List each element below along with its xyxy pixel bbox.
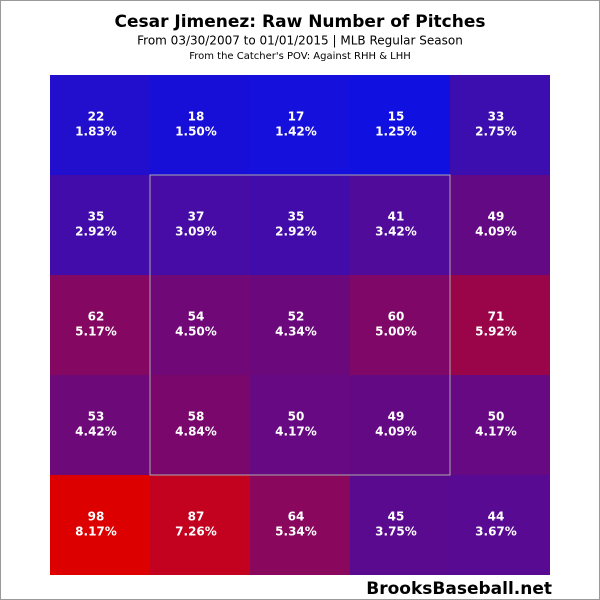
cell-count: 18 [188, 110, 205, 124]
cell [150, 475, 250, 575]
cell [450, 475, 550, 575]
cell [250, 475, 350, 575]
cell [250, 375, 350, 475]
cell-percent: 3.67% [475, 525, 517, 539]
cell-count: 35 [88, 210, 105, 224]
chart-note: From the Catcher's POV: Against RHH & LH… [189, 51, 411, 62]
cell-count: 15 [388, 110, 405, 124]
cell-count: 50 [488, 410, 505, 424]
cell-percent: 4.17% [475, 425, 517, 439]
cell-count: 44 [488, 510, 505, 524]
cell [150, 375, 250, 475]
cell-count: 49 [388, 410, 405, 424]
cell [250, 175, 350, 275]
cell-percent: 4.34% [275, 325, 317, 339]
cell-count: 64 [288, 510, 305, 524]
cell-count: 35 [288, 210, 305, 224]
cell-percent: 5.00% [375, 325, 417, 339]
cell [350, 275, 450, 375]
cell-count: 53 [88, 410, 105, 424]
cell-count: 45 [388, 510, 405, 524]
cell-percent: 2.75% [475, 125, 517, 139]
cell [150, 175, 250, 275]
cell-percent: 4.09% [475, 225, 517, 239]
cell-percent: 3.09% [175, 225, 217, 239]
cell [50, 275, 150, 375]
cell-count: 71 [488, 310, 505, 324]
cell-count: 33 [488, 110, 505, 124]
cell [150, 75, 250, 175]
cell-count: 37 [188, 210, 205, 224]
cell [250, 275, 350, 375]
cell-count: 22 [88, 110, 105, 124]
cell-percent: 4.09% [375, 425, 417, 439]
cell-percent: 2.92% [75, 225, 117, 239]
cell-percent: 2.92% [275, 225, 317, 239]
cell-percent: 1.25% [375, 125, 417, 139]
cell-count: 50 [288, 410, 305, 424]
cell [150, 275, 250, 375]
cell-percent: 1.83% [75, 125, 117, 139]
cell-percent: 1.42% [275, 125, 317, 139]
cell-percent: 8.17% [75, 525, 117, 539]
cell [450, 175, 550, 275]
cell [50, 475, 150, 575]
strike-zone [149, 174, 451, 476]
cell [350, 75, 450, 175]
cell-percent: 4.42% [75, 425, 117, 439]
cells: 221.83%181.50%171.42%151.25%332.75%352.9… [50, 75, 550, 575]
chart-subtitle: From 03/30/2007 to 01/01/2015 | MLB Regu… [137, 34, 463, 48]
cell-percent: 3.75% [375, 525, 417, 539]
cell-percent: 5.34% [275, 525, 317, 539]
cell-percent: 4.50% [175, 325, 217, 339]
cell [350, 175, 450, 275]
cell-count: 41 [388, 210, 405, 224]
cell-count: 49 [488, 210, 505, 224]
cell-count: 54 [188, 310, 205, 324]
cell-percent: 3.42% [375, 225, 417, 239]
cell [450, 75, 550, 175]
cell-percent: 4.17% [275, 425, 317, 439]
cell [450, 375, 550, 475]
cell-percent: 4.84% [175, 425, 217, 439]
cell-count: 62 [88, 310, 105, 324]
cell [350, 475, 450, 575]
cell-count: 60 [388, 310, 405, 324]
cell-count: 52 [288, 310, 305, 324]
cell-count: 98 [88, 510, 105, 524]
cell [50, 175, 150, 275]
cell [50, 75, 150, 175]
cell-percent: 5.17% [75, 325, 117, 339]
cell [350, 375, 450, 475]
cell [250, 75, 350, 175]
cell-count: 58 [188, 410, 205, 424]
cell [50, 375, 150, 475]
source: BrooksBaseball.net [366, 579, 552, 599]
cell-percent: 1.50% [175, 125, 217, 139]
cell-count: 87 [188, 510, 205, 524]
cell-count: 17 [288, 110, 305, 124]
cell-percent: 7.26% [175, 525, 217, 539]
cell-percent: 5.92% [475, 325, 517, 339]
chart-title: Cesar Jimenez: Raw Number of Pitches [114, 12, 485, 32]
cell [450, 275, 550, 375]
